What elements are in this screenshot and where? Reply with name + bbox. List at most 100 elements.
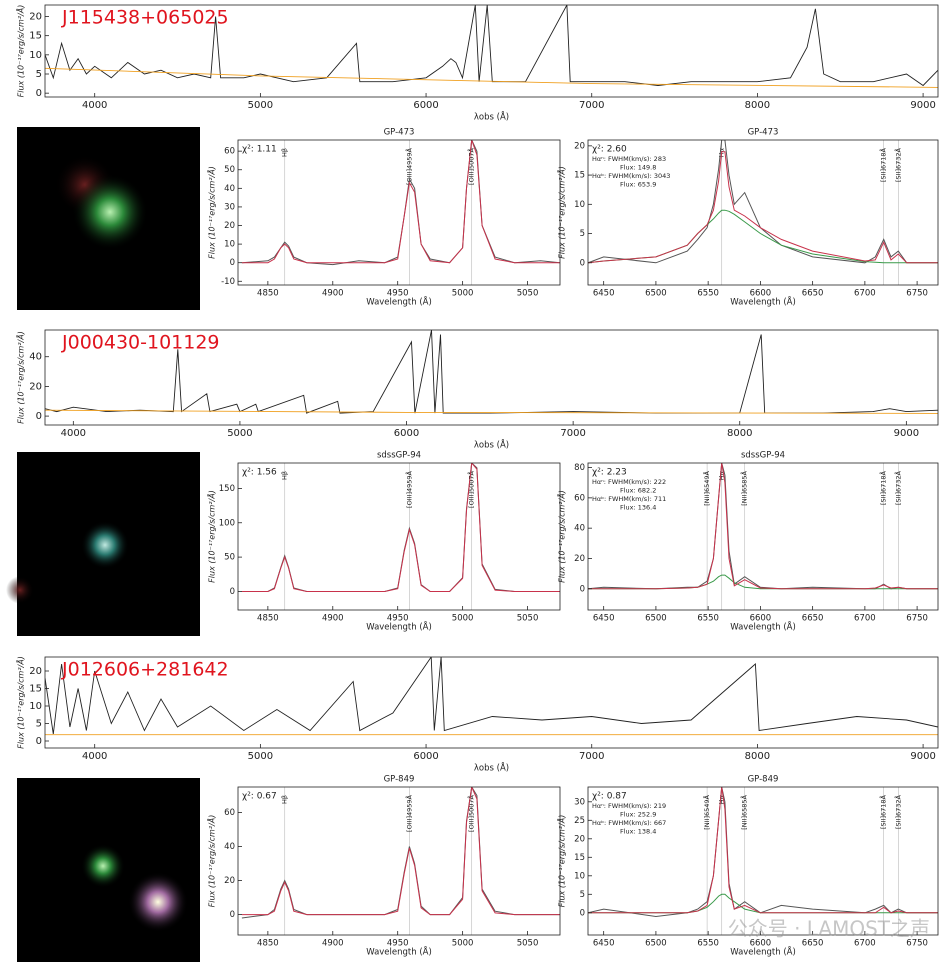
y-axis-label: Flux (10⁻¹⁷erg/s/cm²/Å) [206,490,217,583]
y-tick-label: 15 [29,684,42,695]
plot-frame [587,462,939,611]
y-tick-label: 10 [574,871,585,881]
x-tick-label: 9000 [910,751,935,762]
x-axis-label: λobs (Å) [474,439,509,451]
y-tick-label: 15 [574,853,585,863]
x-tick-label: 9000 [894,428,919,439]
x-tick-label: 6750 [906,289,928,299]
spectrum-title: J012606+281642 [61,659,229,681]
emission-line-label: [SII]6718Å [879,147,888,182]
x-tick-label: 8000 [745,751,770,762]
x-tick-label: 8000 [745,100,770,111]
spectrum-line [241,140,560,266]
plot-frame [237,462,561,611]
x-tick-label: 4850 [257,289,279,299]
y-tick-label: 0 [36,88,42,99]
y-tick-label: 0 [580,584,585,594]
x-tick-label: 6700 [854,939,876,949]
x-tick-label: 5000 [452,939,474,949]
fit-info: Flux: 653.9 [620,181,656,189]
spectrum-line [241,463,560,592]
x-tick-label: 6650 [802,614,824,624]
y-tick-label: 25 [574,816,585,826]
x-tick-label: 4850 [257,614,279,624]
spectrum-line [241,787,560,916]
chi-square: χ²: 0.67 [242,792,277,802]
x-tick-label: 5000 [452,289,474,299]
spectrum-line [588,140,938,264]
y-tick-label: 40 [29,352,42,363]
x-tick-label: 6550 [697,289,719,299]
y-tick-label: 80 [574,463,585,473]
chi-square: χ²: 1.11 [242,145,277,155]
y-tick-label: 10 [29,50,42,61]
plot-frame [44,329,939,426]
panel: 4000 5000 6000 7000 8000 9000 0 20 40 λobs (Å) Flu… [15,329,939,451]
y-tick-label: 150 [219,484,235,494]
y-tick-label: 40 [574,524,585,534]
emission-line-label: Hβ [281,795,289,804]
y-tick-label: 5 [580,890,585,900]
y-tick-label: 50 [224,553,235,563]
fit-info: Hαᵇ: FWHM(km/s): 3043 [592,172,670,180]
x-axis-label: Wavelength (Å) [366,946,432,958]
x-tick-label: 4000 [61,428,86,439]
x-tick-label: 5000 [248,100,273,111]
x-tick-label: 7000 [579,100,604,111]
y-axis-label: Flux (10⁻¹⁷erg/s/cm²/Å) [556,490,567,583]
spectrum-line [588,893,938,914]
y-tick-label: 20 [224,876,235,886]
plot-frame [44,656,939,749]
x-tick-label: 4900 [322,939,344,949]
emission-line-label: [OIII]4959Å [404,147,413,184]
x-tick-label: 5050 [517,289,539,299]
y-tick-label: 0 [580,258,585,268]
x-tick-label: 6600 [750,614,772,624]
emission-line-label: [NII]6549Å [702,794,711,829]
y-tick-label: 60 [224,147,235,157]
y-tick-label: 30 [574,797,585,807]
x-tick-label: 6450 [593,289,615,299]
y-axis-label: Flux (10⁻¹⁷erg/s/cm²/Å) [15,656,26,749]
y-tick-label: 20 [224,221,235,231]
spectrum-line [45,67,938,88]
spectrum-line [45,409,938,414]
x-tick-label: 7000 [579,751,604,762]
x-tick-label: 6000 [394,428,419,439]
emission-line-label: [OIII]5007Å [467,794,476,831]
fit-info: Flux: 136.4 [620,504,656,512]
y-tick-label: 50 [224,165,235,175]
y-tick-label: 20 [29,666,42,677]
fit-info: Flux: 252.9 [620,811,656,819]
x-tick-label: 6500 [645,289,667,299]
y-tick-label: 60 [224,808,235,818]
emission-line-label: [NII]6549Å [702,470,711,505]
spectrum-title: J115438+065025 [61,7,229,29]
panel-title: GP-473 [384,128,415,138]
spectrum-title: J000430-101129 [61,332,220,354]
fit-info: Flux: 682.2 [620,487,656,495]
spectrum-line [241,787,560,919]
y-tick-label: 20 [574,141,585,151]
y-tick-label: 100 [219,518,235,528]
x-tick-label: 6750 [906,614,928,624]
x-tick-label: 6550 [697,939,719,949]
fit-info: Flux: 149.8 [620,164,656,172]
x-axis-label: Wavelength (Å) [730,621,796,633]
x-axis-label: Wavelength (Å) [730,296,796,308]
panel: 4000 5000 6000 7000 8000 9000 0 5 10 15 20 λobs (Å)… [15,4,939,123]
panel: Hβ [OIII]4959Å [OIII]5007Å 4850 4900 4950 5000… [206,451,561,633]
y-tick-label: 5 [36,719,42,730]
x-tick-label: 5050 [517,939,539,949]
spectrum-line [588,209,938,264]
x-tick-label: 6000 [413,100,438,111]
emission-line-label: Hβ [281,471,289,480]
panel: 4000 5000 6000 7000 8000 9000 0 5 10 15 20 λobs (Å)… [15,656,939,774]
x-tick-label: 7000 [560,428,585,439]
panel-title: sdssGP-94 [741,451,785,461]
x-tick-label: 6000 [413,751,438,762]
fit-info: Hαⁿ: FWHM(km/s): 222 [592,478,666,486]
y-axis-label: Flux (10⁻¹⁷erg/s/cm²/Å) [15,331,26,424]
y-tick-label: 30 [224,202,235,212]
